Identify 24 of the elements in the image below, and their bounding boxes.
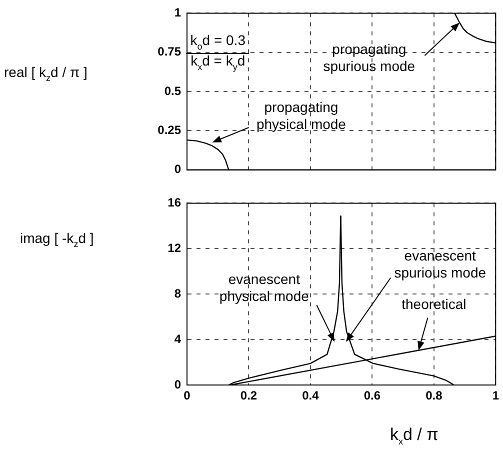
- x-tick-label: 0: [184, 388, 191, 403]
- y-axis-title: imag [ -k$_{z}$d ]: [20, 230, 94, 249]
- x-tick-label: 0.8: [426, 388, 443, 403]
- y-tick-label: 0.75: [158, 44, 182, 59]
- annotation: evanescent spurious mode: [394, 247, 486, 280]
- y-tick-label: 8: [174, 286, 182, 300]
- y-tick-label: 4: [174, 332, 182, 346]
- x-tick-label: 0.4: [302, 388, 320, 403]
- x-axis-title: k$_{x}$d / π: [390, 425, 438, 446]
- x-tick-label: 0.6: [364, 388, 381, 403]
- y-tick-label: 16: [168, 196, 182, 210]
- y-tick-label: 1: [174, 6, 182, 20]
- x-tick-label: 1: [492, 388, 500, 403]
- annotation: theoretical: [402, 296, 466, 312]
- y-tick-label: 0.25: [158, 122, 182, 137]
- y-tick-label: 0: [174, 377, 182, 392]
- x-tick-label: 0.2: [240, 388, 258, 403]
- annotation: evanescent physical mode: [219, 271, 310, 304]
- y-tick-label: 12: [168, 240, 182, 255]
- y-tick-label: 0: [174, 162, 182, 176]
- y-tick-label: 0.5: [164, 84, 182, 98]
- y-axis-title: real [ k$_{z}$d / π ]: [4, 64, 88, 83]
- annotation: propagating spurious mode: [323, 40, 416, 74]
- annotation: propagating physical mode: [256, 98, 346, 132]
